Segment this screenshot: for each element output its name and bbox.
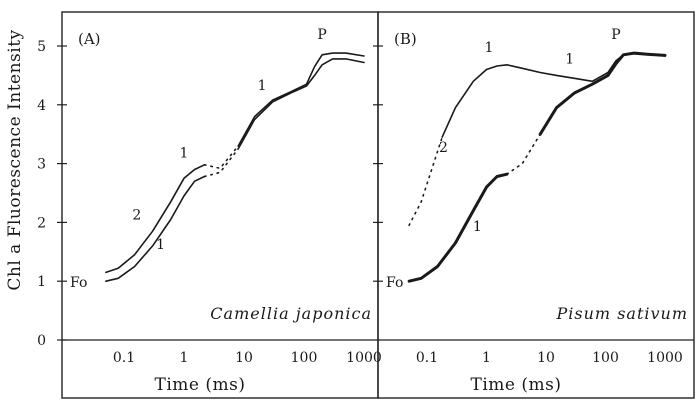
- curve-label-1b: 1: [485, 40, 494, 56]
- chart-frame: [61, 11, 695, 399]
- series-line-0-1: [105, 58, 365, 282]
- x-tick-label: 1000: [346, 350, 382, 366]
- series-dotted-1-2: [408, 136, 443, 227]
- series-dotted-1-1: [506, 133, 541, 175]
- y-tick-label: 2: [37, 215, 46, 231]
- y-tick-label: 1: [37, 274, 46, 290]
- curve-label-1: 1: [473, 219, 482, 235]
- p-label: P: [317, 27, 326, 43]
- panel-label: (A): [78, 30, 101, 48]
- y-axis-title: Chl a Fluorescence Intensity: [5, 29, 25, 290]
- y-tick-label: 0: [37, 333, 46, 349]
- series-dotted-0-2: [203, 145, 239, 170]
- curve-label-1: 1: [156, 237, 165, 253]
- y-tick-label: 3: [37, 157, 46, 173]
- curve-label-1c: 1: [565, 52, 574, 68]
- species-label: Camellia japonica: [210, 304, 372, 323]
- curve-label-1b: 1: [180, 146, 189, 162]
- curve-label-2: 2: [132, 207, 141, 223]
- chart-labels: Time (ms) Chl a Fluorescence Intensity (A)…: [5, 27, 688, 395]
- fo-label: Fo: [386, 275, 403, 291]
- x-axis-title: Time (ms): [155, 375, 246, 395]
- curve-label-1c: 1: [258, 78, 267, 94]
- x-tick-label: 10: [235, 350, 253, 366]
- y-tick-label: 5: [37, 39, 46, 55]
- series-line-0-2: [105, 52, 365, 274]
- fo-label: Fo: [70, 275, 87, 291]
- series-dotted-0-1: [203, 148, 239, 178]
- panel-label: (B): [394, 30, 417, 48]
- x-axis-title: Time (ms): [471, 375, 562, 395]
- panel-frame-1: [377, 11, 695, 399]
- curve-label-2: 2: [439, 140, 448, 156]
- x-tick-label: 1: [482, 350, 491, 366]
- x-tick-label: 10: [537, 350, 555, 366]
- x-tick-label: 1: [180, 350, 189, 366]
- species-label: Pisum sativum: [556, 304, 688, 323]
- y-tick-label: 4: [37, 98, 46, 114]
- x-tick-label: 0.1: [416, 350, 438, 366]
- series-line-1-1: [407, 51, 667, 283]
- series-line-1-2: [441, 52, 666, 138]
- x-tick-label: 100: [291, 350, 318, 366]
- x-tick-label: 100: [592, 350, 619, 366]
- x-tick-label: 1000: [647, 350, 683, 366]
- x-tick-label: 0.1: [113, 350, 135, 366]
- p-label: P: [611, 27, 620, 43]
- chart-series: [105, 51, 667, 283]
